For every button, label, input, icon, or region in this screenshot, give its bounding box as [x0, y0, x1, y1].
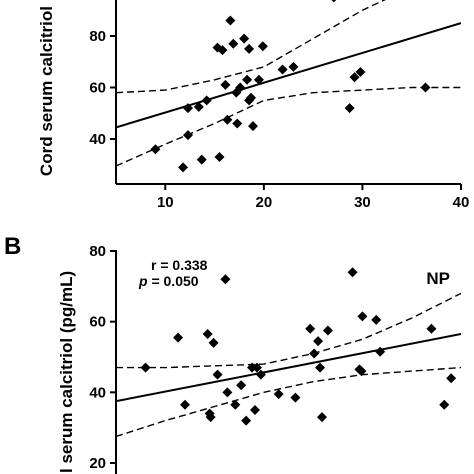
panel-a-y-tick-label: 80 — [89, 28, 106, 45]
panel-a-data-point — [150, 144, 161, 155]
panel-b-ci-lower-band — [116, 366, 461, 438]
panel-a-regression-line — [116, 22, 461, 129]
panel-a-data-point — [244, 43, 255, 54]
panel-b-data-point — [220, 274, 231, 285]
panel-a-data-point — [220, 79, 231, 90]
panel-a-data-point — [193, 101, 204, 112]
panel-a-data-point — [201, 95, 212, 106]
panel-b-data-point — [173, 332, 184, 343]
panel-b-data-point — [273, 389, 284, 400]
panel-a-y-axis-title: Cord serum calcitriol — [37, 6, 56, 176]
panel-b-data-point — [315, 362, 326, 373]
panel-b-data-point — [317, 412, 328, 423]
panel-a-data-point — [257, 41, 268, 52]
panel-b-data-point — [205, 412, 216, 423]
panel-b-data-point — [446, 373, 457, 384]
panel-a-data-point — [420, 82, 431, 93]
panel-a-data-point — [217, 45, 228, 56]
panel-b-ci-upper-band — [116, 292, 461, 369]
panel-a-data-point — [214, 152, 225, 163]
panel-b-y-tick-label: 80 — [89, 243, 106, 260]
panel-a-data-point — [277, 64, 288, 75]
panel-b-data-point — [322, 325, 333, 336]
panel-a-data-point — [242, 74, 253, 85]
panel-a-data-point — [253, 74, 264, 85]
panel-a-x-tick-label: 40 — [453, 194, 470, 211]
panel-b-data-point — [230, 399, 241, 410]
panel-b: B 20 40 60 80 l serum calcitriol (pg/mL) NP… — [4, 233, 461, 474]
panel-b-data-point — [313, 336, 324, 347]
panel-b-p-symbol: p — [138, 273, 148, 289]
panel-b-data-point — [255, 369, 266, 380]
panel-b-plot-area — [116, 267, 461, 438]
panel-b-p-statistic: p = 0.050 — [138, 273, 199, 289]
panel-a-y-tick-label: 40 — [89, 131, 106, 148]
panel-a-data-point — [228, 38, 239, 49]
panel-a-data-point — [225, 15, 236, 26]
panel-b-data-point — [309, 348, 320, 359]
panel-b-y-axis-title: l serum calcitriol (pg/mL) — [57, 271, 76, 473]
panel-a-data-point — [331, 0, 337, 3]
panel-b-data-point — [212, 369, 223, 380]
panel-b-data-point — [241, 415, 252, 426]
panel-b-y-tick-label: 60 — [89, 314, 106, 331]
panel-b-data-point — [202, 329, 213, 340]
panel-a-data-point — [235, 82, 246, 93]
panel-b-data-point — [439, 399, 450, 410]
panel-b-data-point — [140, 362, 151, 373]
panel-b-data-point — [371, 314, 382, 325]
panel-a-data-point — [232, 118, 243, 129]
panel-a: 40 60 80 10 20 30 40 Cord serum calcitriol — [37, 0, 469, 211]
panel-b-data-point — [251, 362, 262, 373]
panel-b-letter: B — [4, 233, 21, 260]
panel-a-data-point — [182, 130, 193, 141]
panel-a-data-point — [344, 103, 355, 114]
panel-b-r-statistic: r = 0.338 — [151, 257, 208, 273]
panel-b-data-point — [236, 380, 247, 391]
panel-b-data-point — [357, 311, 368, 322]
panel-b-y-tick-label: 20 — [89, 455, 106, 472]
panel-a-plot-area — [116, 0, 461, 173]
panel-a-data-point — [248, 121, 259, 132]
panel-a-data-point — [178, 162, 189, 173]
panel-a-ci-lower-band — [116, 86, 461, 167]
panel-b-data-point — [222, 387, 233, 398]
panel-b-group-label: NP — [426, 269, 450, 288]
panel-a-data-point — [355, 67, 366, 78]
panel-a-data-point — [239, 33, 250, 44]
panel-a-data-point — [182, 103, 193, 114]
panel-a-data-point — [349, 72, 360, 83]
panel-b-y-tick-label: 40 — [89, 384, 106, 401]
panel-b-p-value: = 0.050 — [148, 273, 199, 289]
panel-b-data-point — [347, 267, 358, 278]
panel-b-data-point — [426, 323, 437, 334]
panel-b-data-point — [290, 392, 301, 403]
panel-b-regression-line — [116, 333, 461, 403]
panel-a-data-point — [246, 92, 257, 103]
panel-a-y-tick-label: 60 — [89, 80, 106, 97]
panel-a-data-point — [196, 154, 207, 165]
panel-a-data-point — [288, 61, 299, 72]
panel-a-data-point — [222, 114, 233, 125]
panel-b-data-point — [208, 337, 219, 348]
panel-a-ci-upper-band — [116, 0, 386, 94]
panel-b-data-point — [249, 405, 260, 415]
panel-a-x-tick-label: 10 — [157, 194, 174, 211]
panel-a-x-tick-label: 20 — [256, 194, 273, 211]
panel-a-x-tick-label: 30 — [354, 194, 371, 211]
panel-b-data-point — [375, 346, 386, 357]
panel-b-data-point — [356, 366, 367, 377]
panel-b-data-point — [305, 323, 316, 334]
panel-b-data-point — [180, 399, 190, 410]
